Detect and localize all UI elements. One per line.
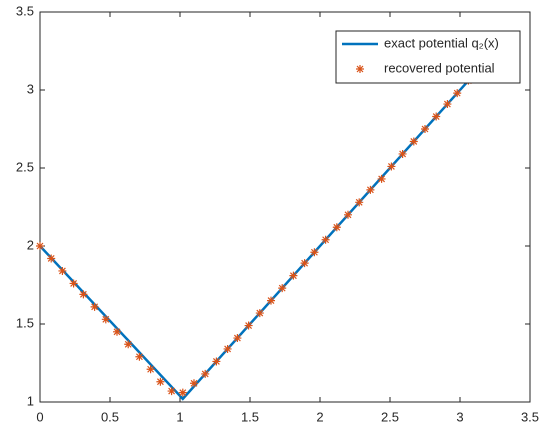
- marker: [409, 137, 418, 146]
- marker: [356, 65, 364, 73]
- y-tick-label: 3.5: [16, 3, 34, 18]
- x-tick-label: 3.5: [521, 409, 539, 424]
- marker: [321, 235, 330, 244]
- x-tick-label: 3: [456, 409, 463, 424]
- marker: [233, 334, 242, 343]
- marker: [124, 340, 133, 349]
- marker: [101, 315, 110, 324]
- marker: [146, 365, 155, 374]
- marker: [178, 388, 187, 397]
- marker: [421, 125, 429, 133]
- marker: [300, 259, 309, 268]
- y-tick-label: 2.5: [16, 159, 34, 174]
- marker: [432, 112, 441, 121]
- marker: [332, 223, 341, 232]
- marker: [344, 210, 352, 219]
- marker: [79, 290, 88, 299]
- marker: [278, 284, 287, 293]
- marker: [47, 254, 56, 263]
- marker: [267, 296, 275, 305]
- legend: [335, 30, 521, 84]
- marker: [377, 174, 386, 183]
- x-tick-label: 0: [36, 409, 43, 424]
- x-tick-label: 1: [176, 409, 183, 424]
- marker: [113, 327, 121, 336]
- x-tick-label: 1.5: [241, 409, 259, 424]
- marker: [443, 100, 452, 109]
- marker: [366, 185, 375, 194]
- marker: [90, 302, 99, 311]
- marker: [289, 271, 298, 280]
- marker: [135, 352, 144, 361]
- y-tick-label: 2: [27, 237, 34, 252]
- marker: [167, 387, 176, 396]
- x-tick-label: 2: [316, 409, 323, 424]
- legend-label: exact potential q₂(x): [384, 35, 499, 50]
- marker: [36, 242, 44, 250]
- y-tick-label: 3: [27, 81, 34, 96]
- x-tick-label: 0.5: [101, 409, 119, 424]
- marker: [310, 248, 319, 257]
- y-tick-label: 1: [27, 393, 34, 408]
- x-tick-label: 2.5: [381, 409, 399, 424]
- marker: [223, 344, 232, 353]
- line: [39, 70, 478, 401]
- marker: [398, 149, 407, 158]
- marker: [156, 377, 165, 386]
- marker: [355, 198, 364, 207]
- marker: [190, 379, 198, 388]
- marker: [387, 162, 396, 171]
- marker: [453, 89, 462, 98]
- marker: [255, 309, 264, 318]
- y-tick-label: 1.5: [16, 315, 34, 330]
- marker: [212, 357, 221, 366]
- marker: [58, 266, 67, 275]
- legend-label: recovered potential: [384, 60, 495, 75]
- marker: [244, 321, 253, 330]
- marker: [69, 279, 78, 288]
- marker: [201, 369, 210, 378]
